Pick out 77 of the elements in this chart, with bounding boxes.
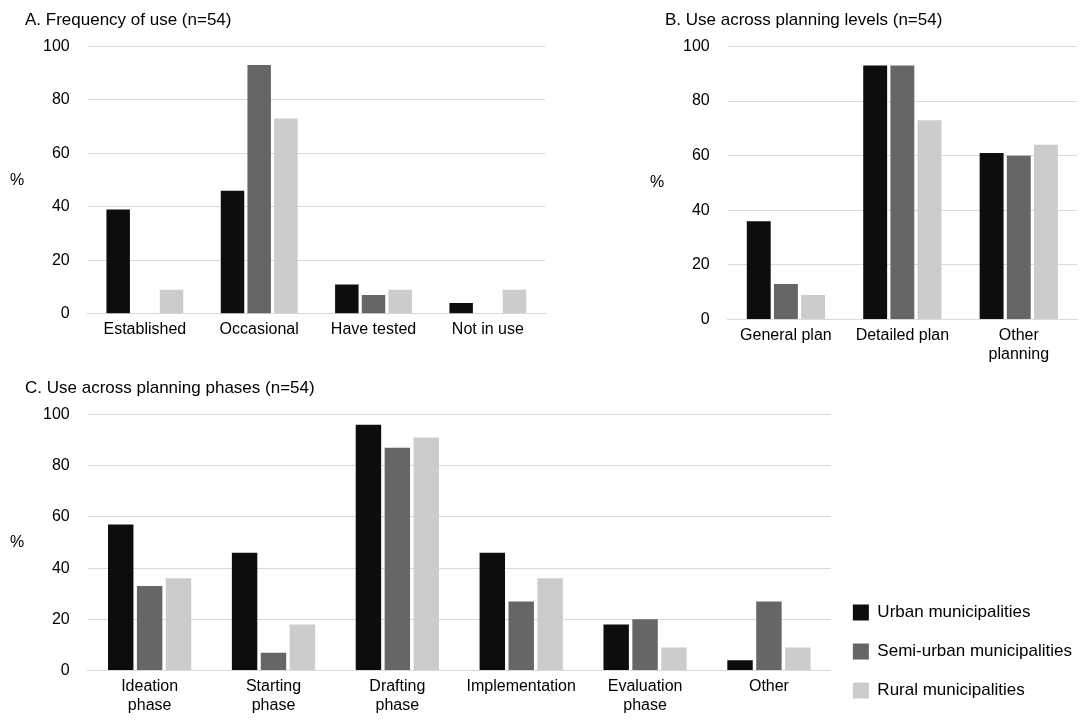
- bar: [361, 295, 386, 314]
- y-tick-label: 100: [682, 36, 710, 54]
- y-tick-label: 60: [51, 507, 70, 525]
- y-tick-label: 60: [691, 146, 710, 164]
- y-axis-title: %: [10, 170, 25, 188]
- bar: [479, 552, 506, 671]
- bar: [247, 65, 271, 314]
- bar: [917, 120, 942, 320]
- bar: [773, 284, 798, 320]
- y-tick-label: 40: [51, 558, 70, 576]
- y-tick-label: 100: [42, 404, 70, 422]
- bar: [785, 647, 811, 671]
- y-tick-label: 80: [691, 91, 710, 109]
- y-axis-title: %: [650, 173, 665, 191]
- bar: [537, 578, 563, 671]
- x-tick-label: Other: [748, 676, 790, 694]
- bar: [863, 65, 888, 320]
- y-tick-label: 100: [42, 36, 70, 54]
- bar: [220, 190, 245, 314]
- y-tick-label: 0: [60, 304, 70, 322]
- legend-label: Urban municipalities: [877, 602, 1031, 622]
- bar: [502, 289, 527, 314]
- bar: [384, 447, 411, 671]
- bar: [335, 284, 359, 314]
- bar: [756, 601, 782, 671]
- bar: [508, 601, 534, 671]
- bar: [449, 303, 473, 314]
- y-tick-label: 40: [51, 197, 70, 215]
- y-tick-label: 20: [691, 255, 710, 273]
- chart-title: B. Use across planning levels (n=54): [665, 9, 943, 29]
- bar: [661, 647, 687, 671]
- bar: [727, 660, 753, 671]
- x-tick-label: Ideation phase: [121, 676, 179, 713]
- bar: [1034, 144, 1058, 320]
- y-tick-label: 20: [51, 609, 70, 627]
- legend-label: Semi-urban municipalities: [877, 641, 1072, 661]
- legend-label: Rural municipalities: [877, 680, 1025, 700]
- bar: [159, 289, 184, 314]
- bar: [632, 619, 658, 671]
- chart-title: C. Use across planning phases (n=54): [25, 377, 315, 397]
- bar: [355, 424, 382, 671]
- bar: [979, 152, 1004, 320]
- bar: [165, 578, 192, 671]
- bar: [136, 586, 163, 671]
- y-tick-label: 0: [700, 310, 710, 328]
- x-tick-label: Evaluation phase: [607, 676, 683, 713]
- bar: [260, 652, 287, 671]
- bar: [106, 209, 130, 314]
- bar: [388, 289, 412, 314]
- y-tick-label: 80: [51, 90, 70, 108]
- bar: [231, 552, 258, 671]
- y-tick-label: 40: [691, 200, 710, 218]
- y-tick-label: 60: [51, 143, 70, 161]
- x-tick-label: Have tested: [330, 319, 417, 337]
- bar: [746, 221, 771, 320]
- bar: [603, 624, 629, 671]
- x-tick-label: General plan: [740, 325, 832, 343]
- x-tick-label: Detailed plan: [855, 325, 950, 343]
- bar: [289, 624, 316, 671]
- chart-title: A. Frequency of use (n=54): [25, 9, 232, 29]
- y-axis-title: %: [10, 532, 25, 550]
- x-tick-label: Implementation: [466, 676, 576, 694]
- bar: [801, 295, 826, 320]
- x-tick-label: Starting phase: [245, 676, 302, 713]
- x-tick-label: Not in use: [451, 319, 524, 337]
- x-tick-label: Other planning: [988, 325, 1050, 362]
- bar: [274, 118, 298, 314]
- y-tick-label: 80: [51, 456, 70, 474]
- bar: [890, 65, 915, 320]
- x-tick-label: Established: [103, 319, 187, 337]
- y-tick-label: 20: [51, 250, 70, 268]
- bar: [108, 524, 134, 671]
- bar: [413, 437, 439, 671]
- x-tick-label: Occasional: [219, 319, 299, 337]
- x-tick-label: Drafting phase: [369, 676, 426, 713]
- bar: [1006, 155, 1031, 320]
- y-tick-label: 0: [60, 661, 70, 679]
